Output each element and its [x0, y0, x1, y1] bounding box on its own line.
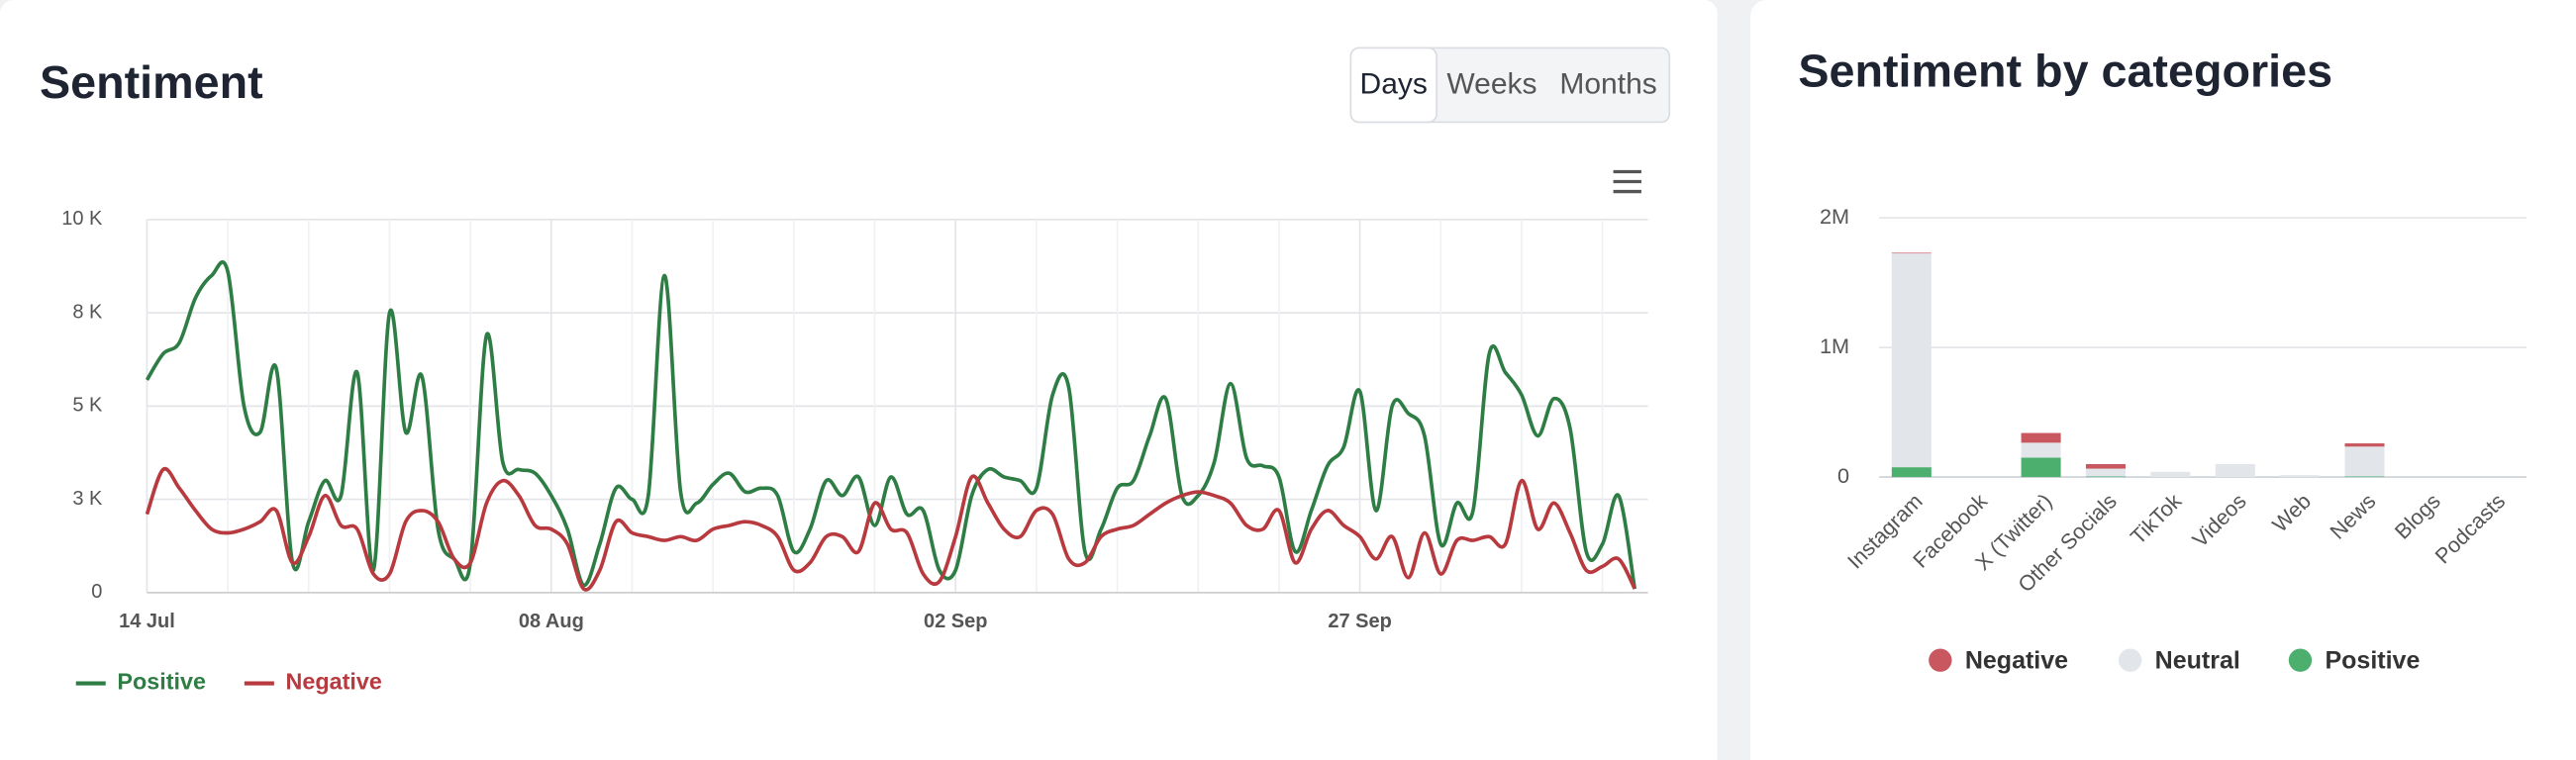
categories-panel — [1750, 0, 2576, 760]
legend-label: Neutral — [2155, 646, 2240, 674]
range-button[interactable]: Months — [1559, 68, 1656, 101]
bar-segment — [2085, 476, 2126, 478]
bar-segment — [2344, 443, 2385, 447]
y-tick-label: 0 — [1837, 463, 1849, 488]
x-tick-label: 02 Sep — [924, 611, 987, 632]
bar-segment — [2280, 475, 2321, 478]
y-tick-label: 8 K — [72, 301, 103, 323]
bar-segment — [2150, 471, 2191, 478]
bar-segment — [2344, 446, 2385, 477]
bar-segment — [2021, 457, 2061, 478]
bar-segment — [1891, 252, 1932, 254]
bar-segment — [1891, 253, 1932, 468]
range-button[interactable]: Weeks — [1446, 68, 1536, 101]
y-tick-label: 0 — [91, 581, 102, 603]
bar-segment — [2021, 442, 2061, 458]
sentiment-panel — [0, 0, 1718, 760]
y-tick-label: 1M — [1820, 333, 1849, 358]
legend-label: Negative — [286, 669, 382, 695]
bar-segment — [2215, 463, 2255, 478]
y-tick-label: 3 K — [72, 488, 103, 510]
legend-swatch — [2118, 648, 2142, 672]
bar-segment — [2085, 463, 2126, 469]
range-button-active[interactable] — [1349, 47, 1437, 124]
series-line — [145, 260, 1637, 590]
y-tick-label: 2M — [1820, 204, 1849, 229]
legend-label: Positive — [117, 669, 206, 695]
series-line — [145, 466, 1636, 592]
bar-segment — [2344, 476, 2385, 478]
menu-icon[interactable] — [1613, 169, 1641, 194]
bar-segment — [1891, 467, 1932, 478]
y-tick-label: 10 K — [61, 208, 103, 230]
panel-title: Sentiment by categories — [1798, 45, 2332, 96]
bar-segment — [2021, 432, 2061, 443]
x-tick-label: 27 Sep — [1328, 611, 1391, 632]
legend-swatch — [1929, 648, 1952, 672]
x-tick-label: 14 Jul — [119, 611, 175, 632]
x-tick-label: 08 Aug — [519, 611, 584, 632]
legend-label: Positive — [2325, 646, 2420, 674]
y-tick-label: 5 K — [72, 395, 103, 417]
range-button[interactable]: Days — [1360, 68, 1428, 101]
bar-segment — [2085, 468, 2126, 477]
panel-title: Sentiment — [40, 56, 263, 108]
legend-label: Negative — [1965, 646, 2068, 674]
legend-swatch — [2288, 648, 2313, 672]
